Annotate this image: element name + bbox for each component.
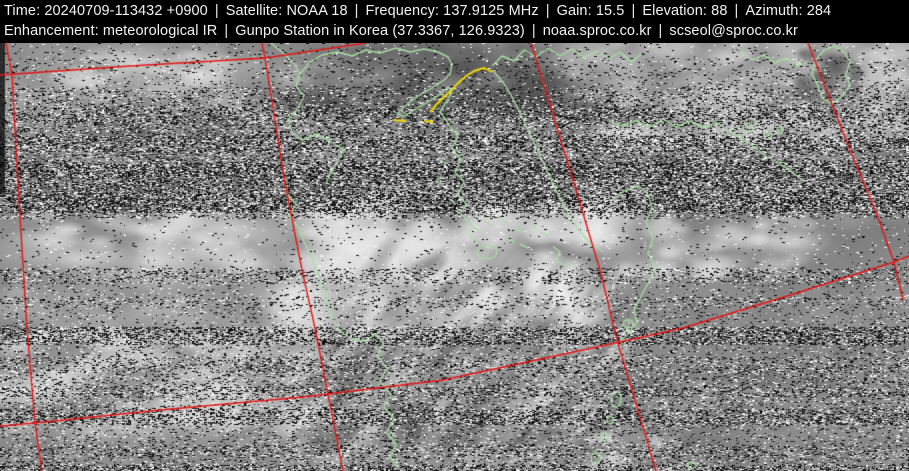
header-field-gain: Gain: 15.5 (556, 3, 625, 19)
metadata-line-1: Time: 20240709-113432 +0900 | Satellite: N… (0, 0, 909, 21)
header-separator: | (354, 3, 359, 19)
header-separator: | (531, 23, 536, 39)
metadata-line-2: Enhancement: meteorological IR | Gunpo Sta… (0, 21, 909, 41)
header-separator: | (658, 23, 663, 39)
header-separator: | (545, 3, 550, 19)
metadata-header: Time: 20240709-113432 +0900 | Satellite: N… (0, 0, 909, 43)
header-field-satellite: Satellite: NOAA 18 (225, 3, 348, 19)
header-field-station: Gunpo Station in Korea (37.3367, 126.932… (235, 23, 525, 39)
header-field-email: scseol@sproc.co.kr (669, 23, 798, 39)
header-field-enhancement: Enhancement: meteorological IR (4, 23, 218, 39)
header-field-azimuth: Azimuth: 284 (745, 3, 832, 19)
header-field-elevation: Elevation: 88 (642, 3, 728, 19)
header-field-time: Time: 20240709-113432 +0900 (4, 3, 208, 19)
header-separator: | (224, 23, 229, 39)
satellite-image-canvas (0, 43, 909, 471)
satellite-image (0, 43, 909, 471)
header-separator: | (631, 3, 636, 19)
header-field-website: noaa.sproc.co.kr (542, 23, 652, 39)
header-field-frequency: Frequency: 137.9125 MHz (365, 3, 539, 19)
header-separator: | (734, 3, 739, 19)
header-separator: | (214, 3, 219, 19)
